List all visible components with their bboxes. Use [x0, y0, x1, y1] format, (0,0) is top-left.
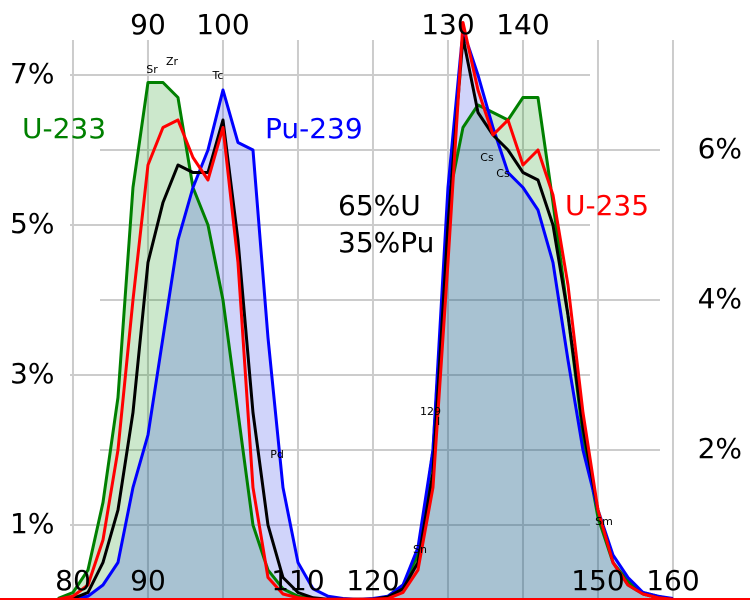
- element-label: Tc: [212, 69, 224, 82]
- x-tick-label: 90: [130, 564, 166, 597]
- element-label: Cs: [496, 167, 510, 180]
- element-label: Pd: [270, 448, 284, 461]
- y-tick-label: 1%: [10, 507, 54, 540]
- series-label: 65%U: [338, 189, 421, 222]
- x-tick-label: 160: [646, 564, 699, 597]
- isotope-symbol: I: [437, 415, 440, 428]
- series-area: [57, 82, 673, 600]
- series-label: U-235: [565, 189, 649, 222]
- series-label: 35%Pu: [338, 226, 434, 259]
- x-tick-label-top: 130: [421, 8, 474, 41]
- y-tick-label: 7%: [10, 57, 54, 90]
- y-tick-label: 3%: [10, 357, 54, 390]
- element-label: Cs: [480, 151, 494, 164]
- x-tick-label-top: 100: [196, 8, 249, 41]
- element-label: Zr: [166, 55, 179, 68]
- element-label: Sr: [146, 63, 158, 76]
- element-label: Sn: [413, 543, 427, 556]
- series-label: Pu-239: [265, 112, 363, 145]
- x-tick-label: 80: [55, 564, 91, 597]
- series-label: U-233: [22, 112, 106, 145]
- y2-tick-label: 4%: [698, 282, 742, 315]
- y-tick-label: 5%: [10, 207, 54, 240]
- element-label: Sm: [595, 515, 613, 528]
- x-tick-label-top: 90: [130, 8, 166, 41]
- series-area: [57, 30, 673, 600]
- x-tick-label: 110: [271, 564, 324, 597]
- x-tick-label-top: 140: [496, 8, 549, 41]
- x-tick-label: 150: [571, 564, 624, 597]
- x-tick-label: 120: [346, 564, 399, 597]
- y2-tick-label: 2%: [698, 432, 742, 465]
- y2-tick-label: 6%: [698, 132, 742, 165]
- isotope-mass: 129: [420, 405, 441, 418]
